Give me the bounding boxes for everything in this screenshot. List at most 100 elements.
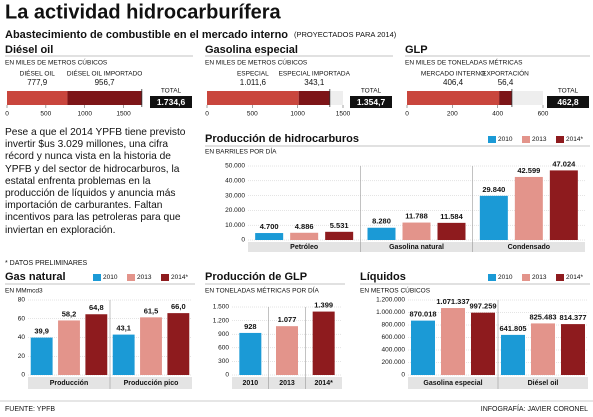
legend-label: 2014* <box>566 136 583 143</box>
bar <box>85 314 108 375</box>
legend-label: 2013 <box>137 274 152 281</box>
unit-label: EN TONELADAS MÉTRICAS POR DÍA <box>205 286 320 295</box>
bar <box>30 337 53 375</box>
bar-segment <box>207 91 299 105</box>
x-tick-label: Gasolina especial <box>423 380 482 387</box>
total-box <box>150 96 192 108</box>
legend-label: 2013 <box>532 274 547 281</box>
bar <box>471 312 495 375</box>
x-tick-label: 1500 <box>116 111 131 118</box>
y-tick-label: 200.000 <box>382 359 406 366</box>
value-label: 66,0 <box>171 302 186 311</box>
chart-title: Producción de hidrocarburos <box>205 133 359 145</box>
value-label: 870.018 <box>409 310 436 319</box>
legend-label: 2010 <box>103 274 118 281</box>
bar <box>531 323 555 375</box>
value-label: 29.840 <box>482 185 505 194</box>
value-label: 43,1 <box>116 324 131 333</box>
x-tick-label: Gasolina natural <box>389 244 444 251</box>
value-label: 1.077 <box>278 315 297 324</box>
bar <box>312 311 335 375</box>
y-tick-label: 40 <box>18 334 26 341</box>
bar-segment <box>298 91 330 105</box>
y-tick-label: 60 <box>18 315 26 322</box>
legend-swatch <box>93 274 101 281</box>
legend-swatch <box>161 274 169 281</box>
y-tick-label: 20 <box>18 353 26 360</box>
y-tick-label: 0 <box>241 237 245 244</box>
total-value: 1.734,6 <box>157 97 186 107</box>
segment-value: 406,4 <box>443 78 464 87</box>
bar <box>239 332 262 375</box>
value-label: 825.483 <box>529 312 556 321</box>
legend-label: 2014* <box>171 274 188 281</box>
x-tick-label: Condensado <box>508 244 550 251</box>
footnote: * DATOS PRELIMINARES <box>5 260 88 267</box>
y-tick-label: 0 <box>401 372 405 379</box>
value-label: 11.788 <box>405 212 428 221</box>
value-label: 39,9 <box>34 327 49 336</box>
y-tick-label: 50.000 <box>225 163 245 170</box>
x-tick-label: 2013 <box>279 380 295 387</box>
segment-value: 956,7 <box>95 78 116 87</box>
value-label: 64,8 <box>89 303 104 312</box>
value-label: 47.024 <box>552 159 576 168</box>
y-tick-label: 600 <box>218 345 229 352</box>
y-tick-label: 1.200.000 <box>376 297 405 304</box>
segment-name: MERCADO INTERNO <box>421 71 485 78</box>
segment-value: 56,4 <box>498 78 514 87</box>
bar <box>290 232 319 240</box>
bar <box>411 320 435 375</box>
value-label: 5.531 <box>330 221 349 230</box>
x-tick-label: 600 <box>538 111 549 118</box>
y-tick-label: 400.000 <box>382 347 406 354</box>
x-tick-label: 2014* <box>315 380 334 387</box>
bar <box>561 324 585 375</box>
bar <box>437 222 466 240</box>
unit-label: EN METROS CÚBICOS <box>360 286 431 295</box>
y-tick-label: 0 <box>225 372 229 379</box>
y-tick-label: 300 <box>218 358 229 365</box>
bar <box>255 233 284 240</box>
segment-value: 343,1 <box>304 78 325 87</box>
bar <box>514 176 543 240</box>
legend-label: 2010 <box>498 136 513 143</box>
total-value: 462,8 <box>557 97 579 107</box>
legend-swatch <box>556 136 564 143</box>
total-value: 1.354,7 <box>357 97 386 107</box>
body-text: Pese a que el 2014 YPFB tiene previsto i… <box>5 127 186 236</box>
subtitle-note: (PROYECTADOS PARA 2014) <box>294 30 397 39</box>
total-label: TOTAL <box>361 88 382 95</box>
x-tick-label: 1000 <box>290 111 305 118</box>
value-label: 8.280 <box>372 217 391 226</box>
y-tick-label: 0 <box>21 372 25 379</box>
x-tick-label: 0 <box>5 111 9 118</box>
total-label: TOTAL <box>558 88 579 95</box>
total-label: TOTAL <box>161 88 182 95</box>
bar-segment <box>7 91 68 105</box>
value-label: 42.599 <box>517 166 540 175</box>
x-tick-label: 0 <box>405 111 409 118</box>
total-box <box>547 96 589 108</box>
x-tick-label: 1500 <box>336 111 351 118</box>
legend-swatch <box>522 274 530 281</box>
legend-label: 2013 <box>532 136 547 143</box>
x-tick-label: Diésel oil <box>528 380 559 387</box>
bar <box>367 227 396 240</box>
bar <box>402 222 431 240</box>
chart-title: Gasolina especial <box>205 44 298 56</box>
page-title: La actividad hidrocarburífera <box>5 1 282 23</box>
x-tick-label: 400 <box>492 111 503 118</box>
x-tick-label: 2010 <box>243 380 259 387</box>
value-label: 1.399 <box>314 301 333 310</box>
subtitle-text: Abastecimiento de combustible en el merc… <box>5 29 288 41</box>
x-tick-label: 1000 <box>77 111 92 118</box>
subtitle: Abastecimiento de combustible en el merc… <box>5 29 397 41</box>
bar <box>167 313 190 375</box>
bar <box>549 170 578 240</box>
y-tick-label: 10.000 <box>225 222 245 229</box>
value-label: 58,2 <box>62 309 77 318</box>
y-tick-label: 1.000.000 <box>376 309 405 316</box>
